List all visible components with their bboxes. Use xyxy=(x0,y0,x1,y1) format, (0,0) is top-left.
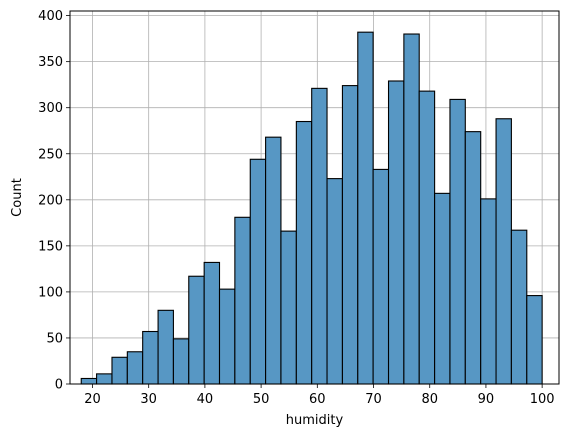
histogram-bars xyxy=(80,31,543,385)
histogram-bar xyxy=(434,192,451,385)
y-tick-label: 200 xyxy=(38,193,63,208)
histogram-bar xyxy=(280,230,297,385)
histogram-bar xyxy=(295,120,313,385)
histogram-bar xyxy=(464,131,482,385)
y-tick-label: 0 xyxy=(55,378,63,393)
x-axis-label: humidity xyxy=(286,413,344,428)
histogram-bar xyxy=(311,87,328,385)
histogram-bar xyxy=(234,216,251,385)
axis-ticks: 20 30 40 50 60 70 80 90 100 0 50 100 150 200 250 300 350… xyxy=(38,9,554,407)
y-tick-label: 50 xyxy=(46,331,63,346)
histogram-bar xyxy=(80,377,98,385)
histogram-bar xyxy=(326,178,343,385)
histogram-bar xyxy=(218,288,236,385)
x-tick-label: 20 xyxy=(84,392,101,407)
histogram-bar xyxy=(510,229,528,385)
histogram-bar xyxy=(449,98,466,385)
histogram-bar xyxy=(111,356,128,385)
plot-frame xyxy=(69,10,560,385)
histogram-bar xyxy=(96,373,113,385)
histogram-bar xyxy=(418,90,436,385)
histogram-bar xyxy=(495,118,512,385)
x-tick-label: 70 xyxy=(365,392,382,407)
y-tick-label: 350 xyxy=(38,55,63,70)
histogram-bar xyxy=(403,33,420,385)
histogram-bar xyxy=(172,338,190,385)
histogram-bar xyxy=(249,158,267,385)
y-tick-label: 400 xyxy=(38,9,63,24)
y-tick-label: 150 xyxy=(38,239,63,254)
histogram-bar xyxy=(480,198,497,385)
x-tick-label: 30 xyxy=(140,392,157,407)
histogram-bar xyxy=(126,351,144,385)
x-tick-label: 60 xyxy=(309,392,326,407)
histogram-bar xyxy=(372,168,390,385)
y-axis-label: Count xyxy=(10,178,25,217)
x-tick-label: 40 xyxy=(197,392,214,407)
x-tick-label: 50 xyxy=(253,392,270,407)
histogram-bar xyxy=(142,330,159,385)
y-tick-label: 100 xyxy=(38,285,63,300)
histogram-bar xyxy=(387,80,405,385)
y-tick-label: 250 xyxy=(38,147,63,162)
histogram-bar xyxy=(188,275,205,385)
x-tick-label: 90 xyxy=(478,392,495,407)
x-tick-label: 80 xyxy=(421,392,438,407)
histogram-bar xyxy=(357,31,374,385)
x-tick-label: 100 xyxy=(530,392,555,407)
y-tick-label: 300 xyxy=(38,101,63,116)
histogram-bar xyxy=(526,295,543,385)
histogram-bar xyxy=(341,85,359,385)
histogram-bar xyxy=(203,261,221,385)
histogram-bar xyxy=(265,136,282,385)
histogram-bar xyxy=(157,309,174,385)
